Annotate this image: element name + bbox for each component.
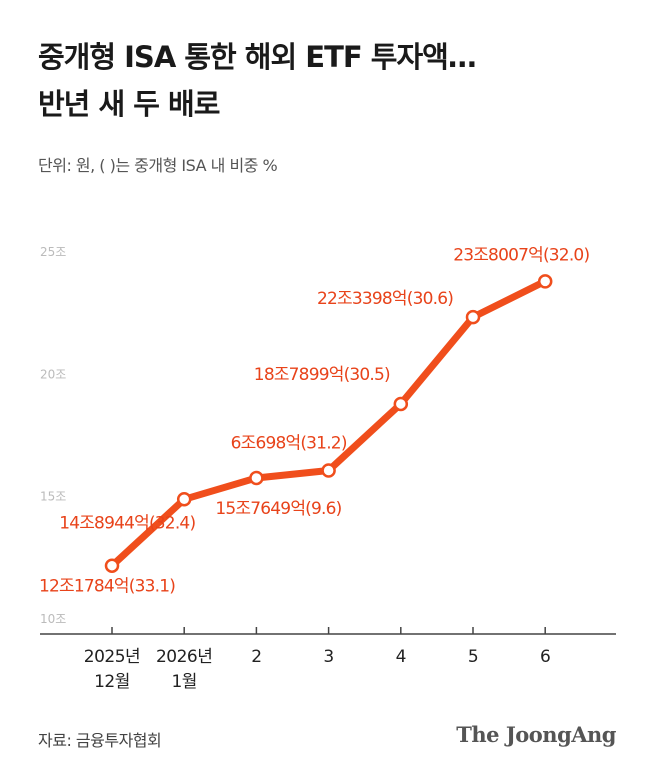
x-tick-label-6: 6 xyxy=(540,647,550,667)
y-tick-label-1: 15조 xyxy=(40,490,66,504)
unit-note: 단위: 원, ( )는 중개형 ISA 내 비중 % xyxy=(38,156,278,175)
data-point-1 xyxy=(176,492,192,507)
y-tick-label-3: 25조 xyxy=(40,245,66,259)
data-point-0 xyxy=(104,558,120,573)
x-tick-label-2: 2 xyxy=(251,647,261,667)
data-point-3 xyxy=(321,463,336,478)
chart-title-line-1: 중개형 ISA 통한 해외 ETF 투자액… xyxy=(38,40,477,74)
data-point-4 xyxy=(393,396,409,412)
x-tick-label-0-0: 2025년 xyxy=(84,647,140,667)
data-label-2: 15조7649억(9.6) xyxy=(215,499,341,519)
source-note: 자료: 금융투자협회 xyxy=(38,731,162,750)
publisher-logo: The JoongAng xyxy=(456,722,616,747)
x-tick-label-1-0: 2026년 xyxy=(156,647,212,667)
chart-title-line-2: 반년 새 두 배로 xyxy=(38,87,220,121)
data-label-6: 23조8007억(32.0) xyxy=(453,245,589,265)
x-tick-label-5: 5 xyxy=(468,647,478,667)
data-point-2 xyxy=(249,470,264,486)
y-tick-label-2: 20조 xyxy=(40,367,66,381)
data-label-5: 22조3398억(30.6) xyxy=(317,289,453,309)
data-point-5 xyxy=(465,309,481,325)
x-tick-label-3: 3 xyxy=(323,647,333,667)
data-label-4: 18조7899억(30.5) xyxy=(254,365,390,385)
y-tick-label-0: 10조 xyxy=(40,612,66,626)
x-tick-label-1-1: 1월 xyxy=(171,672,196,692)
chart-title: 중개형 ISA 통한 해외 ETF 투자액… 반년 새 두 배로 xyxy=(38,34,618,128)
data-label-1: 14조8944억(32.4) xyxy=(59,513,195,533)
data-label-0: 12조1784억(33.1) xyxy=(39,577,175,597)
x-tick-label-4: 4 xyxy=(396,647,406,667)
data-point-6 xyxy=(537,274,553,289)
x-tick-label-0-1: 12월 xyxy=(94,672,130,692)
data-label-3: 6조698억(31.2) xyxy=(231,433,347,453)
line-chart: 10조 15조 20조 25조 2025년 12월 2026년 1월 2 3 4 5 6 12조1784억… xyxy=(39,245,616,692)
